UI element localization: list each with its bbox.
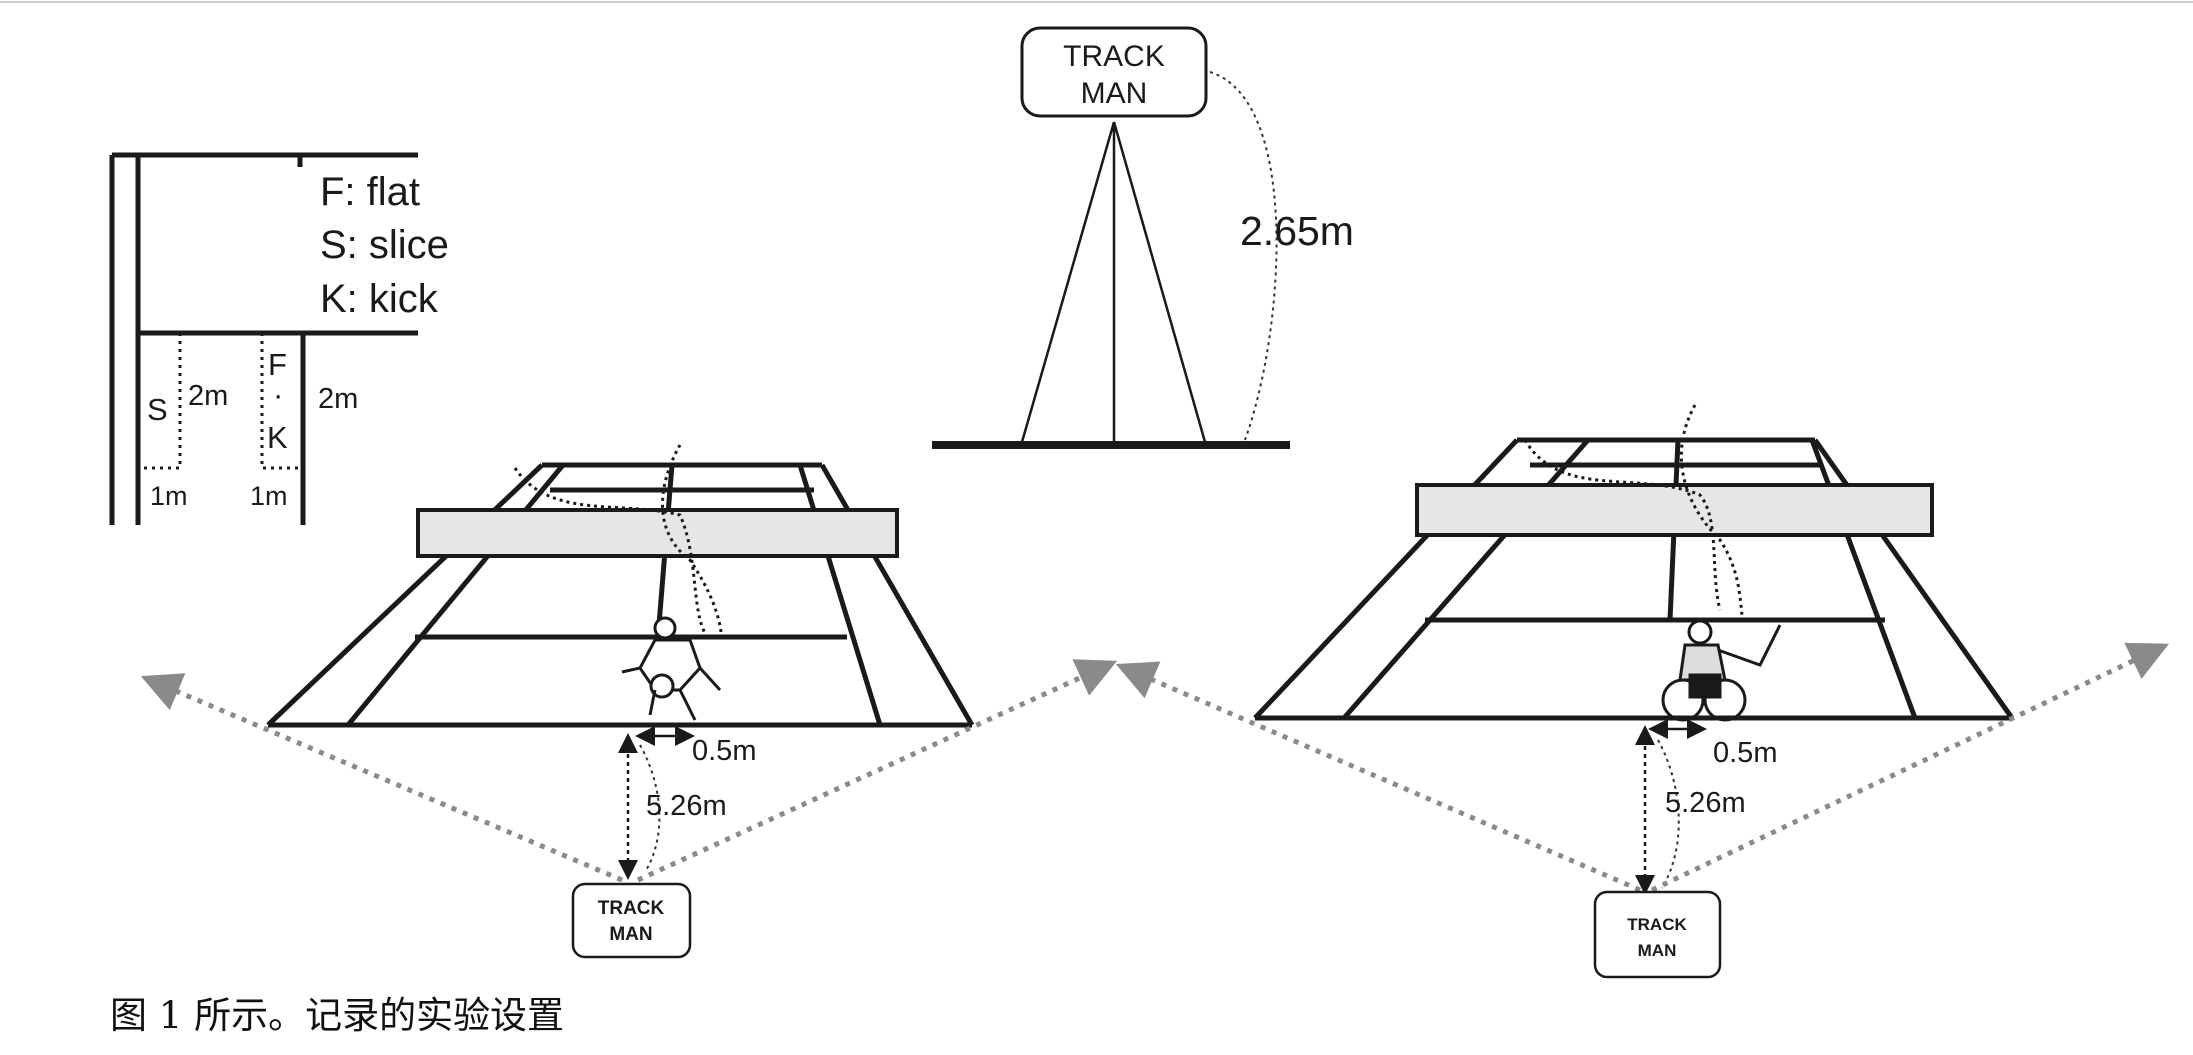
zone-width-left: 1m [150,481,188,511]
court-right-distance-label: 5.26m [1665,787,1746,819]
court-right-offset-label: 0.5m [1713,737,1777,769]
inset-court-lines [109,152,418,525]
trackman-right-line1: TRACK [1627,915,1687,934]
trackman-right-line2: MAN [1638,941,1677,960]
trackman-box-left [571,882,692,959]
trackman-left-line2: MAN [609,924,652,945]
court-right-view-ray-right [1650,642,2170,893]
zone-length-right: 2m [318,383,358,415]
court-right-net [1415,483,1934,537]
trackman-box-top [1020,26,1208,118]
legend-flat: F: flat [320,170,420,214]
court-right-ball-trajectory-b [1679,404,1744,616]
tripod-legs [1020,121,1207,443]
court-left-distance-label: 5.26m [646,790,727,822]
legend-slice: S: slice [320,223,449,267]
zone-width-right: 1m [250,481,288,511]
court-right-view-ray-left [1115,661,1641,893]
zone-label-k: K [267,420,288,455]
height-dimension-curve [1209,71,1278,441]
court-left-player-figure [621,616,722,721]
legend-kick: K: kick [320,277,439,321]
court-left-view-ray-left [140,673,623,883]
court-right-wheelchair-player-figure [1661,619,1782,722]
court-right-lines [1253,437,2015,721]
camera-height-label: 2.65m [1240,208,1354,254]
court-left-distance-curve [639,744,661,873]
court-left-net [416,508,899,558]
camera-mount: TRACK MAN 2.65m [932,26,1354,449]
zone-label-s: S [147,392,168,427]
trackman-top-line1: TRACK [1063,40,1165,73]
zone-label-f: F [268,347,287,382]
court-left-lines [266,462,975,728]
trackman-box-right [1593,890,1722,979]
flat-kick-zone-outline [260,333,300,470]
zone-length-left: 2m [188,380,228,412]
court-left: 0.5m 5.26m TRACK MAN [140,444,1118,959]
serve-zone-inset: F: flat S: slice K: kick S F · K 2m 2m 1… [109,152,449,525]
slice-zone-outline [140,333,182,470]
court-left-view-ray-right [636,659,1118,883]
court-left-offset-label: 0.5m [692,735,756,767]
court-right-ball-trajectory-a [1523,439,1722,611]
court-right: 0.5m 5.26m TRACK MAN [1115,404,2170,979]
trackman-top-line2: MAN [1081,77,1148,110]
zone-label-dot: · [273,377,283,412]
figure-caption: 图 1 所示。记录的实验设置 [110,994,564,1037]
trackman-left-line1: TRACK [598,898,665,919]
court-left-ball-trajectory-b [661,444,724,641]
